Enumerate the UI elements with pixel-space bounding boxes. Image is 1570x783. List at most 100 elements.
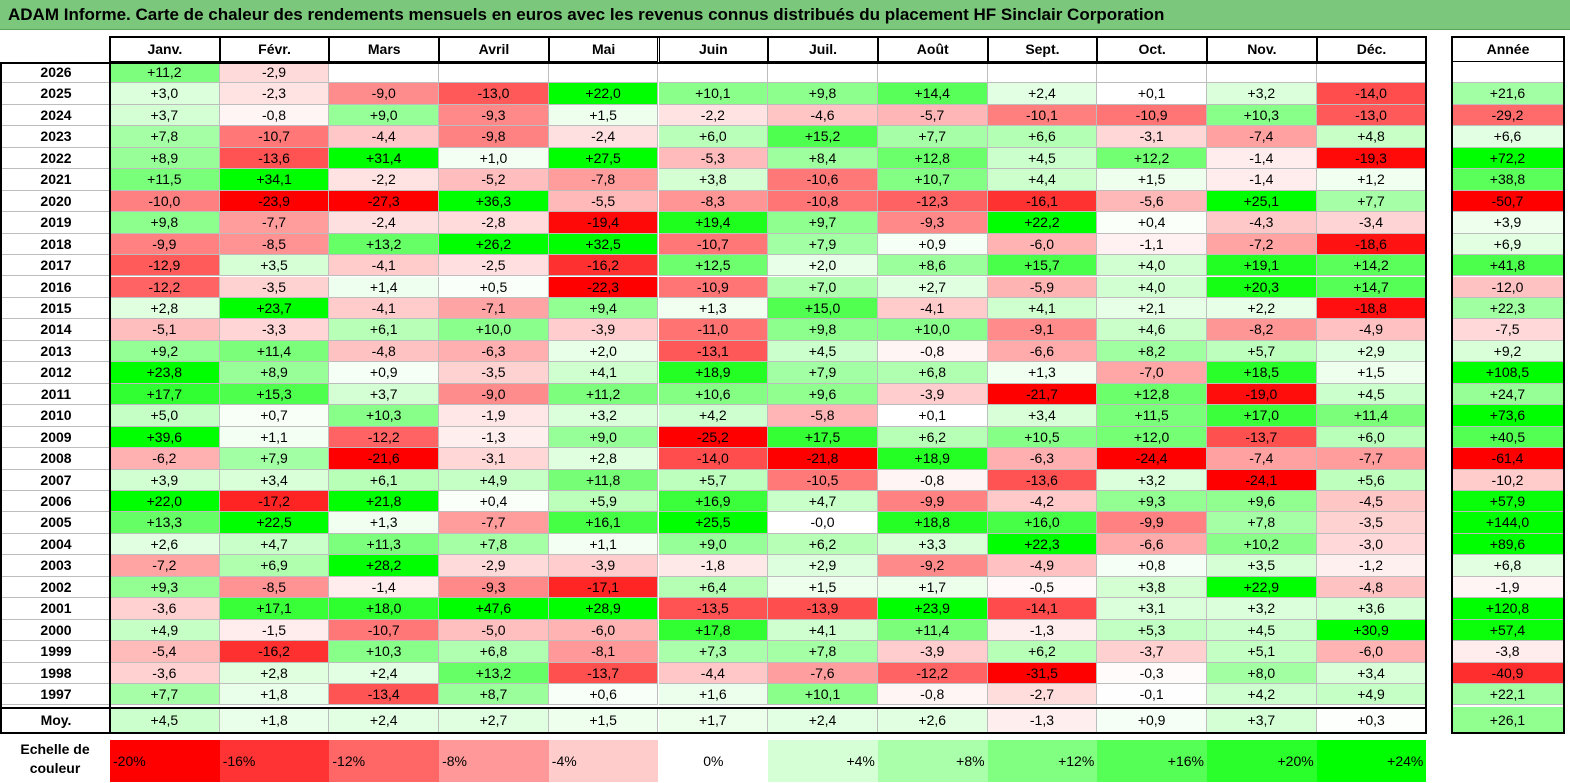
color-scale-swatch: +20%	[1207, 740, 1317, 782]
heatmap-cell: +30,9	[1316, 619, 1427, 642]
heatmap-cell: +6,8	[439, 641, 549, 663]
heatmap-cell: -27,3	[329, 190, 440, 213]
heatmap-cell: +0,8	[1097, 555, 1207, 577]
heatmap-cell: +1,5	[1316, 362, 1427, 384]
heatmap-cell: +19,1	[1207, 255, 1317, 277]
heatmap-cell: -10,0	[110, 190, 220, 213]
heatmap-cell: +18,0	[329, 598, 440, 620]
heatmap-cell: +6,0	[1316, 426, 1427, 449]
heatmap-cell: +1,8	[219, 684, 330, 706]
annual-cell: -50,7	[1452, 190, 1564, 213]
heatmap-cell: -5,2	[439, 169, 549, 191]
heatmap-cell: +4,6	[1097, 319, 1207, 341]
heatmap-cell: +23,8	[110, 362, 220, 384]
heatmap-cell: +17,0	[1207, 405, 1317, 427]
heatmap-cell: +3,7	[329, 383, 440, 406]
heatmap-cell: -3,5	[219, 276, 330, 298]
heatmap-cell: -7,1	[439, 297, 549, 320]
heatmap-cell: -21,6	[329, 448, 440, 470]
heatmap-cell: +4,5	[987, 147, 1098, 170]
heatmap-cell: +34,1	[219, 169, 330, 191]
row-year-label: 1998	[2, 662, 110, 685]
heatmap-cell: -4,1	[329, 255, 440, 277]
heatmap-cell: +12,2	[1097, 147, 1207, 170]
heatmap-cell: +10,2	[1207, 533, 1317, 556]
heatmap-cell: +7,3	[658, 641, 769, 663]
heatmap-cell: -9,9	[877, 491, 988, 513]
heatmap-cell: +0,9	[877, 233, 988, 256]
color-scale-swatch: +4%	[768, 740, 878, 782]
heatmap-cell: -1,3	[439, 426, 549, 449]
heatmap-cell	[1097, 62, 1207, 84]
heatmap-cell: +1,5	[548, 104, 659, 127]
heatmap-cell: +2,1	[1097, 297, 1207, 320]
year-header: Année	[1452, 36, 1564, 62]
heatmap-cell: -7,8	[548, 169, 659, 191]
heatmap-cell: +12,5	[658, 255, 769, 277]
heatmap-cell: -10,7	[219, 126, 330, 148]
heatmap-cell: -6,3	[439, 340, 549, 363]
heatmap-cell: +2,6	[110, 533, 220, 556]
heatmap-cell: +8,9	[110, 147, 220, 170]
month-header: Déc.	[1316, 36, 1427, 62]
heatmap-cell: +17,5	[768, 426, 878, 449]
heatmap-cell: +6,1	[329, 319, 440, 341]
heatmap-cell: +16,0	[987, 512, 1098, 534]
average-cell: +0,3	[1316, 706, 1427, 734]
heatmap-cell: -1,9	[439, 405, 549, 427]
heatmap-cell: -13,9	[768, 598, 878, 620]
annual-cell: +9,2	[1452, 340, 1564, 363]
heatmap-cell: -0,1	[1097, 684, 1207, 706]
heatmap-cell: +22,2	[987, 212, 1098, 234]
row-year-label: 2013	[2, 340, 110, 363]
heatmap-cell: +9,0	[329, 104, 440, 127]
month-header: Mai	[548, 36, 659, 62]
row-year-label: 2002	[2, 576, 110, 599]
heatmap-cell: +3,5	[219, 255, 330, 277]
heatmap-cell: +6,0	[658, 126, 769, 148]
heatmap-cell: -8,3	[658, 190, 769, 213]
heatmap-cell: +11,3	[329, 533, 440, 556]
heatmap-cell: -0,8	[877, 684, 988, 706]
heatmap-cell: -13,1	[658, 340, 769, 363]
average-cell: +3,7	[1207, 706, 1317, 734]
annual-cell	[1452, 62, 1564, 84]
heatmap-cell: +5,1	[1207, 641, 1317, 663]
row-year-label: 2014	[2, 319, 110, 341]
color-scale-swatch: -4%	[548, 740, 659, 782]
heatmap-cell: +4,5	[768, 340, 878, 363]
annual-cell: +40,5	[1452, 426, 1564, 449]
heatmap-cell: +4,7	[219, 533, 330, 556]
heatmap-cell: -10,9	[1097, 104, 1207, 127]
heatmap-cell: -6,3	[987, 448, 1098, 470]
row-year-label: 2015	[2, 297, 110, 320]
heatmap-cell: +6,9	[219, 555, 330, 577]
row-year-label: 2019	[2, 212, 110, 234]
heatmap-cell: -5,6	[1097, 190, 1207, 213]
heatmap-cell: +13,2	[439, 662, 549, 685]
heatmap-cell: +0,9	[329, 362, 440, 384]
heatmap-cell: +10,6	[658, 383, 769, 406]
heatmap-cell: -10,5	[768, 469, 878, 491]
heatmap-cell: +7,8	[439, 533, 549, 556]
heatmap-cell: +7,8	[110, 126, 220, 148]
heatmap-cell: -6,6	[987, 340, 1098, 363]
heatmap-cell: +1,0	[439, 147, 549, 170]
heatmap-cell: -4,9	[987, 555, 1098, 577]
heatmap-cell: +16,9	[658, 491, 769, 513]
heatmap-cell: +1,7	[877, 576, 988, 599]
heatmap-cell: +9,3	[1097, 491, 1207, 513]
heatmap-cell: +7,9	[768, 362, 878, 384]
average-cell: +2,4	[768, 706, 878, 734]
heatmap-cell: -3,5	[1316, 512, 1427, 534]
heatmap-cell: +4,9	[110, 619, 220, 642]
heatmap-cell: +9,7	[768, 212, 878, 234]
row-year-label: 2005	[2, 512, 110, 534]
heatmap-cell: +1,6	[658, 684, 769, 706]
heatmap-cell: +3,5	[1207, 555, 1317, 577]
heatmap-cell: -9,9	[1097, 512, 1207, 534]
heatmap-cell	[658, 62, 769, 84]
heatmap-cell: -3,7	[1097, 641, 1207, 663]
row-year-label: 2022	[2, 147, 110, 170]
heatmap-cell: +23,7	[219, 297, 330, 320]
